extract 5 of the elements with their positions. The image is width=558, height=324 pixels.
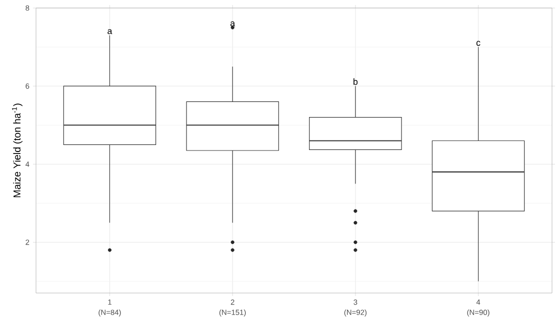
y-axis-title: Maize Yield (ton ha$^{-1}$) bbox=[12, 104, 22, 198]
annotation: c bbox=[476, 40, 480, 46]
annotation: b bbox=[354, 78, 358, 85]
annotation: a bbox=[230, 21, 236, 26]
annotation: a bbox=[108, 29, 112, 34]
